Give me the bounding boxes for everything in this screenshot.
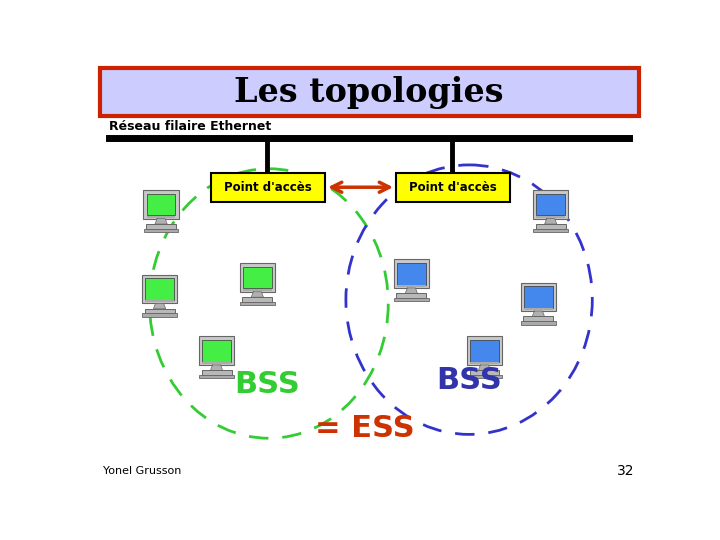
FancyBboxPatch shape <box>147 215 176 218</box>
FancyBboxPatch shape <box>145 309 174 314</box>
Polygon shape <box>251 292 264 297</box>
FancyBboxPatch shape <box>99 68 639 116</box>
FancyBboxPatch shape <box>199 336 234 365</box>
Polygon shape <box>478 365 490 370</box>
FancyBboxPatch shape <box>144 229 179 232</box>
FancyBboxPatch shape <box>394 260 429 288</box>
FancyBboxPatch shape <box>469 370 500 375</box>
FancyBboxPatch shape <box>524 286 553 308</box>
Text: BSS: BSS <box>436 366 502 395</box>
FancyBboxPatch shape <box>147 193 176 215</box>
FancyBboxPatch shape <box>243 297 272 302</box>
FancyBboxPatch shape <box>534 229 568 232</box>
FancyBboxPatch shape <box>470 340 499 362</box>
FancyBboxPatch shape <box>143 190 179 219</box>
FancyBboxPatch shape <box>523 316 554 321</box>
FancyBboxPatch shape <box>396 173 510 202</box>
FancyBboxPatch shape <box>243 289 271 291</box>
FancyBboxPatch shape <box>202 362 231 364</box>
FancyBboxPatch shape <box>521 282 556 311</box>
FancyBboxPatch shape <box>521 321 556 325</box>
Polygon shape <box>405 288 418 293</box>
FancyBboxPatch shape <box>467 336 502 365</box>
FancyBboxPatch shape <box>524 308 553 310</box>
Text: Point d'accès: Point d'accès <box>224 181 312 194</box>
FancyBboxPatch shape <box>533 190 568 219</box>
FancyBboxPatch shape <box>397 263 426 285</box>
Polygon shape <box>532 311 544 316</box>
FancyBboxPatch shape <box>536 193 565 215</box>
FancyBboxPatch shape <box>199 375 234 379</box>
FancyBboxPatch shape <box>145 278 174 300</box>
Polygon shape <box>210 365 222 370</box>
FancyBboxPatch shape <box>240 264 275 292</box>
Polygon shape <box>155 219 167 224</box>
FancyBboxPatch shape <box>202 370 232 375</box>
Text: 32: 32 <box>617 463 634 477</box>
FancyBboxPatch shape <box>145 300 174 302</box>
FancyBboxPatch shape <box>243 267 271 288</box>
FancyBboxPatch shape <box>143 314 177 317</box>
FancyBboxPatch shape <box>394 298 428 301</box>
Polygon shape <box>544 219 557 224</box>
Text: Réseau filaire Ethernet: Réseau filaire Ethernet <box>109 120 271 133</box>
FancyBboxPatch shape <box>240 302 274 305</box>
FancyBboxPatch shape <box>397 285 426 287</box>
Polygon shape <box>153 303 166 309</box>
FancyBboxPatch shape <box>142 275 177 303</box>
Text: Point d'accès: Point d'accès <box>409 181 497 194</box>
FancyBboxPatch shape <box>467 375 502 379</box>
Text: Les topologies: Les topologies <box>234 76 504 109</box>
FancyBboxPatch shape <box>146 224 176 229</box>
FancyBboxPatch shape <box>536 224 566 229</box>
FancyBboxPatch shape <box>211 173 325 202</box>
Text: BSS: BSS <box>235 370 300 399</box>
Text: = ESS: = ESS <box>315 414 415 443</box>
FancyBboxPatch shape <box>397 293 426 298</box>
Text: Yonel Grusson: Yonel Grusson <box>104 465 181 476</box>
FancyBboxPatch shape <box>470 362 499 364</box>
FancyBboxPatch shape <box>202 340 231 362</box>
FancyBboxPatch shape <box>536 215 565 218</box>
